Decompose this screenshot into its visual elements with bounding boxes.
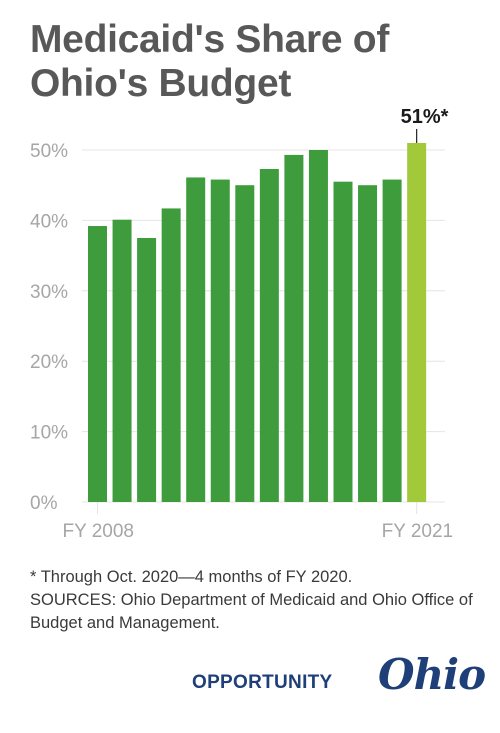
annotation-label: 51%* [401, 106, 449, 128]
y-tick-label: 20% [30, 352, 68, 373]
logo-script: Ohio [378, 650, 486, 699]
bar-fy-2015 [259, 169, 279, 502]
footnote: * Through Oct. 2020—4 months of FY 2020. [30, 568, 353, 586]
bar-fy-2016 [284, 154, 304, 503]
y-tick-label: 50% [30, 141, 68, 162]
bar-fy-2011 [161, 208, 181, 502]
bar-fy-2012 [186, 177, 206, 502]
tick-labels: 0% 10% 20% 30% 40% 50% FY 2008 FY 2021 51%* [30, 106, 453, 542]
x-tick-label-last: FY 2021 [382, 521, 453, 542]
opportunity-ohio-logo: OPPORTUNITY Ohio [0, 650, 500, 710]
bar-fy-2008 [88, 226, 107, 503]
bar-fy-2017 [308, 150, 328, 502]
y-tick-label: 0% [30, 493, 58, 514]
bar-fy-2010 [137, 238, 157, 502]
chart-title: Medicaid's Share of Ohio's Budget [30, 18, 390, 105]
y-tick-label: 10% [30, 423, 68, 444]
bar-chart: 0% 10% 20% 30% 40% 50% FY 2008 FY 2021 51%* [30, 106, 453, 542]
logo-text: OPPORTUNITY [192, 672, 333, 693]
sources-note: SOURCES: Ohio Department of Medicaid and… [30, 591, 473, 632]
bar-fy-2018 [333, 181, 353, 502]
bar-fy-2019 [358, 185, 378, 502]
bar-fy-2009 [112, 219, 132, 503]
bar-fy-2020 [382, 179, 402, 502]
bar-fy-2021 [407, 142, 427, 502]
bars [88, 142, 427, 503]
y-tick-label: 30% [30, 282, 68, 303]
bar-fy-2013 [210, 179, 230, 502]
y-tick-label: 40% [30, 211, 68, 232]
chart-notes: * Through Oct. 2020—4 months of FY 2020.… [30, 566, 480, 635]
bar-fy-2014 [235, 185, 255, 502]
x-tick-label-first: FY 2008 [63, 521, 134, 542]
